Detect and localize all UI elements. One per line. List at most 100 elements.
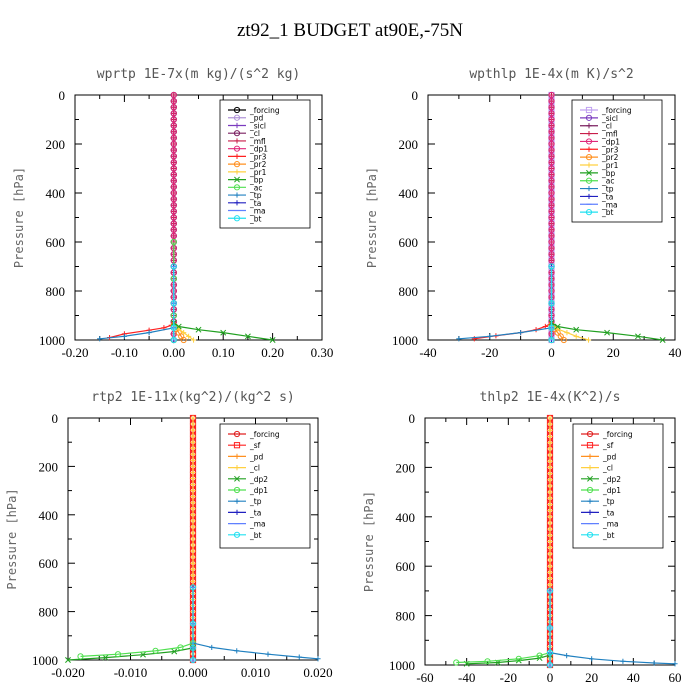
x-tick-label: 0.00 bbox=[162, 345, 185, 360]
data-point bbox=[65, 657, 71, 663]
data-point bbox=[547, 557, 553, 563]
legend-label: _dp2 bbox=[602, 475, 621, 484]
legend-label: _forcing bbox=[249, 430, 280, 439]
x-tick-label: -0.020 bbox=[51, 665, 85, 680]
x-tick-label: 0.020 bbox=[303, 665, 332, 680]
legend-label: _dp1 bbox=[249, 486, 268, 495]
data-point bbox=[547, 495, 553, 501]
y-tick-label: 1000 bbox=[32, 653, 58, 668]
legend-label: _cl bbox=[601, 122, 612, 131]
x-tick-label: -40 bbox=[458, 670, 475, 685]
legend-label: _dp2 bbox=[249, 475, 268, 484]
data-point bbox=[195, 326, 202, 333]
legend-marker bbox=[234, 176, 240, 183]
data-point bbox=[548, 226, 555, 233]
y-tick-label: 800 bbox=[399, 284, 419, 299]
y-tick-label: 800 bbox=[396, 609, 416, 624]
data-point bbox=[140, 651, 146, 658]
y-tick-label: 200 bbox=[396, 460, 416, 475]
y-tick-label: 0 bbox=[52, 411, 59, 426]
data-point bbox=[564, 330, 570, 336]
legend-marker bbox=[233, 486, 241, 494]
legend-label: _dp1 bbox=[601, 137, 620, 146]
y-tick-label: 1000 bbox=[392, 333, 418, 348]
data-point bbox=[170, 238, 177, 246]
data-point bbox=[189, 584, 197, 591]
legend-marker bbox=[586, 531, 594, 538]
data-point bbox=[548, 147, 555, 154]
data-point bbox=[170, 122, 177, 129]
data-point bbox=[170, 214, 177, 221]
y-axis-label: Pressure [hPa] bbox=[365, 167, 379, 268]
data-point bbox=[190, 524, 196, 530]
x-tick-label: 0.30 bbox=[311, 345, 334, 360]
x-tick-label: 20 bbox=[585, 670, 598, 685]
legend-label: _mfl bbox=[601, 130, 618, 139]
legend-label: _sicl bbox=[249, 121, 266, 130]
x-tick-label: -0.10 bbox=[111, 345, 138, 360]
legend-label: _cl bbox=[249, 129, 260, 138]
data-point bbox=[659, 337, 666, 343]
legend-label: _pd bbox=[249, 452, 264, 461]
legend-label: _dp1 bbox=[249, 145, 268, 154]
data-point bbox=[546, 661, 554, 669]
data-point bbox=[190, 536, 196, 542]
data-point bbox=[171, 648, 178, 655]
y-axis-label: Pressure [hPa] bbox=[5, 488, 19, 589]
legend-label: _pr2 bbox=[249, 160, 267, 169]
data-point bbox=[190, 578, 196, 584]
data-point bbox=[547, 520, 553, 526]
data-point bbox=[190, 566, 196, 572]
series-bp bbox=[548, 319, 666, 343]
legend-marker bbox=[234, 498, 240, 504]
legend-marker bbox=[587, 498, 593, 504]
x-tick-label: -40 bbox=[419, 345, 436, 360]
legend-label: _tp bbox=[602, 497, 615, 506]
legend-label: _ta bbox=[601, 192, 613, 201]
data-point bbox=[190, 554, 196, 560]
x-tick-label: -20 bbox=[481, 345, 498, 360]
legend-label: _pr1 bbox=[601, 161, 619, 170]
x-tick-label: 0.000 bbox=[178, 665, 207, 680]
legend-label: _ma bbox=[601, 200, 618, 209]
legend-marker bbox=[587, 453, 593, 459]
data-point bbox=[170, 116, 177, 123]
series-line bbox=[80, 642, 194, 657]
data-point bbox=[190, 445, 196, 451]
data-point bbox=[269, 337, 276, 343]
data-point bbox=[548, 336, 555, 344]
legend-label: _bt bbox=[601, 208, 614, 217]
data-point bbox=[548, 116, 555, 123]
y-tick-label: 600 bbox=[396, 559, 416, 574]
data-point bbox=[170, 300, 177, 307]
data-point bbox=[152, 647, 159, 654]
data-point bbox=[548, 134, 555, 141]
legend-marker bbox=[233, 184, 241, 191]
page-title: zt92_1 BUDGET at90E,-75N bbox=[236, 20, 464, 41]
data-point bbox=[170, 226, 177, 233]
legend-marker bbox=[585, 154, 593, 161]
series-line bbox=[549, 652, 676, 665]
data-point bbox=[175, 323, 182, 330]
legend-label: _ac bbox=[601, 177, 614, 186]
data-point bbox=[190, 439, 196, 445]
data-point bbox=[170, 159, 177, 166]
y-tick-label: 1000 bbox=[39, 333, 65, 348]
y-tick-label: 800 bbox=[39, 605, 59, 620]
legend-marker bbox=[234, 200, 240, 206]
legend-label: _pr3 bbox=[249, 152, 267, 161]
legend-label: _ma bbox=[602, 520, 619, 529]
legend-marker bbox=[586, 162, 592, 168]
y-tick-label: 400 bbox=[46, 186, 66, 201]
panel-2: wpthlp 1E-4x(m K)/s^2 Pressure [hPa] -40 -2… bbox=[365, 67, 682, 360]
data-point bbox=[547, 433, 553, 440]
data-point bbox=[170, 336, 177, 344]
data-point bbox=[77, 653, 84, 660]
legend-marker bbox=[234, 169, 240, 175]
data-point bbox=[548, 183, 555, 190]
legend-label: _bp bbox=[249, 176, 264, 185]
data-point bbox=[484, 658, 491, 665]
legend-marker bbox=[586, 486, 594, 494]
series-line bbox=[551, 322, 663, 341]
